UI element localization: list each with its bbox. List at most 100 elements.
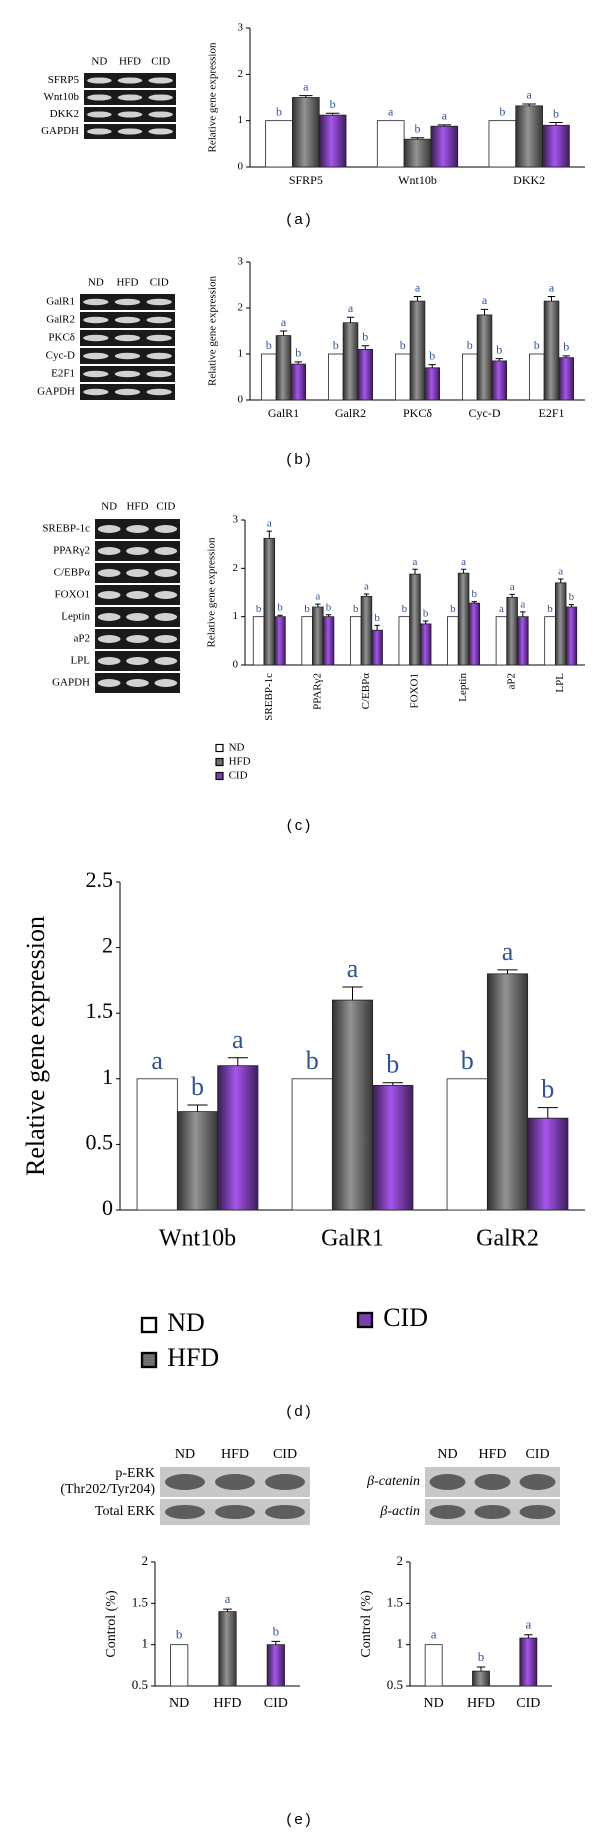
- blot-band: [114, 334, 141, 342]
- blot-band: [215, 1505, 255, 1519]
- row-label: p-ERK: [115, 1466, 155, 1481]
- significance-letter: b: [276, 104, 282, 118]
- bar: [394, 353, 411, 401]
- blot-band: [148, 128, 173, 135]
- error-bar: [346, 316, 355, 323]
- x-tick-label: GalR1: [268, 406, 299, 420]
- blot-band: [126, 547, 149, 555]
- significance-letter: a: [461, 556, 466, 568]
- blot-band: [97, 679, 121, 687]
- error-bar: [315, 603, 321, 607]
- significance-letter: a: [413, 556, 418, 568]
- significance-letter: b: [191, 1072, 204, 1101]
- bar: [446, 1078, 488, 1211]
- x-tick-label: GalR1: [321, 1226, 384, 1252]
- error-bar: [437, 124, 451, 127]
- significance-letter: b: [176, 1627, 183, 1642]
- y-tick-label: 1.5: [132, 1594, 148, 1609]
- significance-letter: a: [520, 598, 525, 610]
- bar: [515, 105, 543, 168]
- blot-band: [114, 316, 141, 324]
- blot-band: [126, 635, 149, 643]
- x-tick-label: aP2: [506, 673, 518, 690]
- error-bar: [187, 1104, 208, 1112]
- lane-label: HFD: [221, 1447, 249, 1462]
- blot-band: [146, 298, 172, 306]
- bar: [491, 360, 508, 401]
- bar: [349, 616, 362, 666]
- x-tick-label: E2F1: [538, 406, 564, 420]
- x-tick-label: Wnt10b: [159, 1226, 236, 1252]
- blot-band: [114, 352, 141, 360]
- blot-band: [97, 657, 121, 665]
- y-tick-label: 1.5: [86, 998, 114, 1023]
- bar: [457, 572, 470, 666]
- blot-band: [429, 1505, 466, 1519]
- blot-band: [114, 298, 141, 306]
- bar: [342, 322, 359, 401]
- blot-band: [117, 94, 143, 101]
- y-tick-label: 2: [397, 1553, 404, 1568]
- error-bar: [524, 1634, 533, 1639]
- blot-band: [154, 657, 178, 665]
- blot-band: [429, 1474, 466, 1490]
- blot-band: [154, 679, 178, 687]
- bar: [290, 363, 307, 401]
- blot-band: [154, 613, 178, 621]
- bar: [565, 606, 578, 666]
- lane-label: ND: [437, 1447, 457, 1462]
- error-bar: [522, 103, 536, 106]
- y-tick-label: 1: [233, 610, 239, 622]
- x-tick-label: HFD: [213, 1696, 241, 1711]
- row-label: aP2: [74, 633, 91, 645]
- row-label: Total ERK: [95, 1504, 155, 1519]
- blot-band: [154, 635, 178, 643]
- row-label: GAPDH: [52, 677, 90, 689]
- error-bar: [495, 358, 503, 361]
- error-bar: [460, 568, 467, 574]
- significance-letter: b: [400, 338, 406, 352]
- blot-band: [117, 128, 143, 135]
- error-bar: [537, 1107, 558, 1119]
- error-bar: [325, 614, 332, 617]
- error-bar: [471, 601, 477, 604]
- x-tick-label: PPARγ2: [311, 673, 323, 710]
- bar: [371, 629, 383, 666]
- blot-band: [148, 77, 173, 84]
- x-tick-label: Leptin: [457, 673, 469, 702]
- lane-label: CID: [150, 277, 169, 289]
- bar: [488, 120, 517, 168]
- y-tick-label: 1: [238, 348, 244, 360]
- bar: [409, 573, 421, 666]
- significance-letter: b: [478, 1649, 485, 1664]
- significance-letter: a: [482, 293, 488, 307]
- x-tick-label: PKCδ: [403, 406, 432, 420]
- significance-letter: b: [467, 338, 473, 352]
- bar: [372, 1084, 414, 1211]
- x-tick-label: ND: [424, 1696, 444, 1711]
- significance-letter: b: [277, 602, 283, 614]
- error-bar: [363, 593, 370, 597]
- row-label: Cyc-D: [46, 350, 75, 362]
- significance-letter: a: [267, 518, 272, 530]
- panel-caption: (d): [286, 1403, 313, 1420]
- significance-letter: b: [330, 97, 336, 111]
- panel-caption: (e): [286, 1811, 313, 1828]
- error-bar: [547, 296, 556, 302]
- y-tick-label: 0: [238, 161, 244, 173]
- significance-letter: b: [326, 601, 332, 613]
- significance-letter: b: [402, 603, 408, 615]
- row-label: GalR2: [46, 314, 75, 326]
- bar: [398, 616, 411, 666]
- y-axis-label: Control (%): [359, 1590, 374, 1658]
- blot-band: [87, 77, 112, 84]
- row-label: C/EBPα: [54, 567, 91, 579]
- x-tick-label: C/EBPα: [360, 673, 372, 710]
- significance-letter: a: [502, 937, 514, 966]
- bar: [318, 114, 347, 168]
- lane-label: HFD: [478, 1447, 506, 1462]
- blot-band: [114, 388, 141, 396]
- significance-letter: b: [386, 1050, 399, 1079]
- y-tick-label: 2: [233, 562, 239, 574]
- row-label: PPARγ2: [53, 545, 90, 557]
